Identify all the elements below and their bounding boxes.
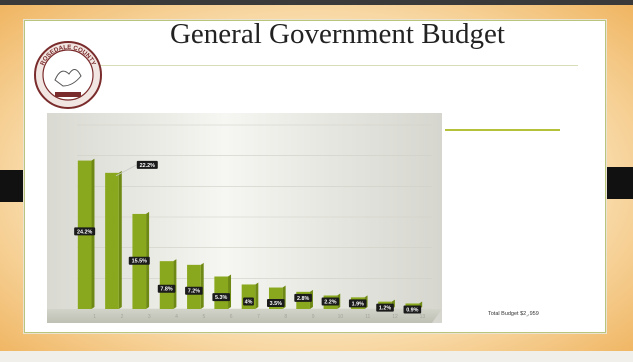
bar xyxy=(105,173,119,309)
data-label: 2.2% xyxy=(324,300,336,306)
data-label: 1.9% xyxy=(352,301,364,307)
legend-item xyxy=(483,148,593,162)
data-label: 7.2% xyxy=(188,289,200,295)
county-seal-icon: ROSEDALE COUNTY xyxy=(33,40,103,110)
legend-item xyxy=(483,134,593,148)
bar-side xyxy=(228,274,231,309)
legend xyxy=(483,80,593,320)
data-label: 15.5% xyxy=(132,259,147,265)
bar xyxy=(214,276,228,309)
data-label: 4% xyxy=(245,300,253,306)
x-tick-label: 10 xyxy=(338,314,344,320)
legend-item xyxy=(483,175,593,189)
bar-side xyxy=(173,259,176,309)
x-tick-label: 5 xyxy=(202,314,205,320)
x-tick-label: 13 xyxy=(420,314,426,320)
x-tick-label: 1 xyxy=(93,314,96,320)
x-tick-label: 12 xyxy=(392,314,398,320)
x-tick-label: 8 xyxy=(284,314,287,320)
data-label: 24.2% xyxy=(77,229,92,235)
legend-item xyxy=(483,202,593,216)
legend-item xyxy=(483,256,593,270)
legend-item xyxy=(483,215,593,229)
bar-side xyxy=(201,263,204,309)
x-tick-label: 11 xyxy=(365,314,370,320)
x-tick-label: 9 xyxy=(312,314,315,320)
title-underline xyxy=(100,65,578,66)
bottom-margin xyxy=(0,351,633,362)
legend-item xyxy=(483,161,593,175)
bar-chart: 24.2% 22.2% 15.5% 7.8% 7.2% 5.3% 4% 3.5% 2.8% 2.2… xyxy=(47,113,442,323)
data-label: 2.8% xyxy=(297,296,309,302)
bar-side xyxy=(255,282,258,309)
data-label: 7.8% xyxy=(160,287,172,293)
x-tick-label: 2 xyxy=(121,314,124,320)
total-budget-label: Total Budget $2¸,959 xyxy=(488,311,539,317)
legend-item xyxy=(483,80,593,94)
data-label: 0.9% xyxy=(406,307,418,313)
x-tick-label: 6 xyxy=(230,314,233,320)
legend-item xyxy=(483,107,593,121)
x-tick-label: 3 xyxy=(148,314,151,320)
data-label: 3.5% xyxy=(270,301,282,307)
legend-item xyxy=(483,121,593,135)
legend-item xyxy=(483,242,593,256)
data-label: 5.3% xyxy=(215,295,227,301)
data-label: 22.2% xyxy=(140,163,155,169)
legend-item xyxy=(483,188,593,202)
x-tick-label: 4 xyxy=(175,314,178,320)
legend-item xyxy=(483,94,593,108)
legend-item xyxy=(483,229,593,243)
legend-item xyxy=(483,269,593,283)
top-border xyxy=(0,0,633,5)
bar-side xyxy=(119,171,122,309)
data-label: 1.2% xyxy=(379,306,391,312)
x-tick-label: 7 xyxy=(257,314,260,320)
